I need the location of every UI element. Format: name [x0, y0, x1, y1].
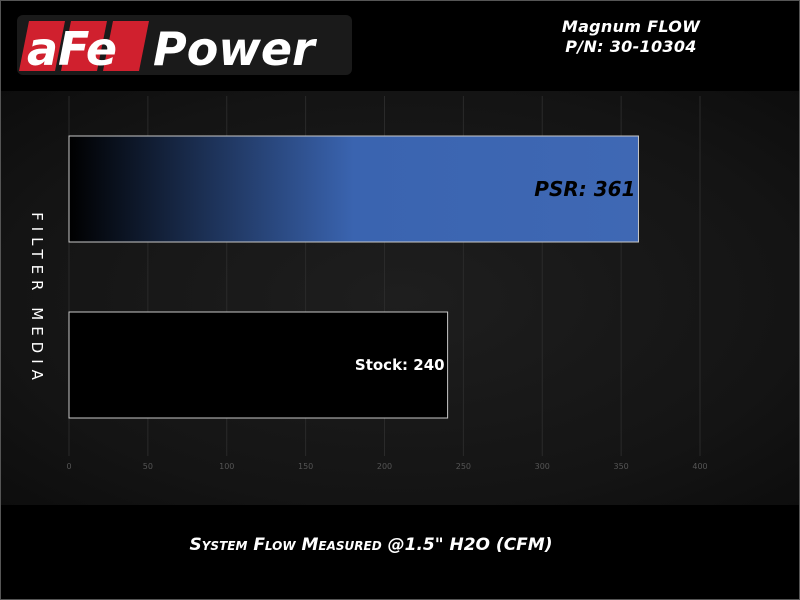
x-tick-label: 350 — [613, 462, 628, 471]
x-tick-label: 400 — [692, 462, 707, 471]
bar-stock — [68, 311, 449, 419]
afe-power-logo: aFe Power — [17, 15, 352, 76]
data-label: PSR: 361 — [534, 177, 635, 201]
x-tick-label: 300 — [535, 462, 550, 471]
product-name: Magnum FLOW — [561, 17, 701, 36]
svg-text:Power: Power — [153, 22, 318, 76]
data-label: Stock: 240 — [355, 356, 445, 374]
y-axis-label: FILTER MEDIA — [28, 212, 46, 386]
svg-text:aFe: aFe — [27, 22, 117, 76]
product-info: Magnum FLOW P/N: 30-10304 — [541, 17, 721, 57]
x-axis-label: System Flow Measured @1.5" H2O (CFM) — [189, 535, 553, 555]
x-tick-label: 150 — [298, 462, 313, 471]
x-tick-label: 0 — [66, 462, 71, 471]
x-tick-label: 100 — [219, 462, 234, 471]
x-tick-label: 200 — [377, 462, 392, 471]
x-tick-label: 50 — [143, 462, 153, 471]
x-tick-label: 250 — [456, 462, 471, 471]
bar-psr — [68, 135, 639, 243]
part-number: P/N: 30-10304 — [565, 37, 697, 56]
